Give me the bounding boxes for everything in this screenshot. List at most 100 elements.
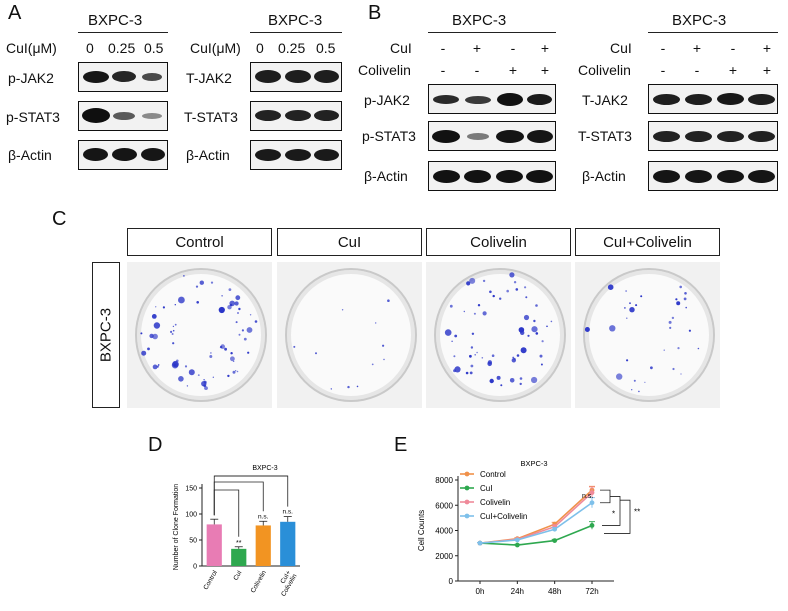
colony <box>685 306 687 309</box>
c-dish-panel-0 <box>127 262 272 408</box>
colony <box>509 378 515 383</box>
colony <box>356 385 359 388</box>
colony <box>235 370 237 372</box>
e-annotation-single: * <box>612 510 615 519</box>
d-x-tick-label: CuI <box>232 569 243 581</box>
c-column-header-3: CuI+Colivelin <box>575 228 720 256</box>
b-left-sign-0-1: + <box>472 40 482 56</box>
colony <box>171 333 174 335</box>
colony <box>341 309 344 311</box>
colony <box>481 357 484 359</box>
a-right-blot-tstat3 <box>250 101 342 131</box>
colony <box>515 288 519 291</box>
colony <box>449 304 453 308</box>
colony <box>227 374 230 378</box>
a-right-dose-2: 0.5 <box>316 40 336 56</box>
a-right-dose-0: 0 <box>256 40 264 56</box>
colony <box>671 316 675 320</box>
b-left-blot-pjak2 <box>428 84 556 114</box>
d-y-axis-label: Number of Clone Formation <box>173 484 180 570</box>
colony <box>210 281 214 284</box>
d-x-tick-label: Control <box>202 569 219 591</box>
colony <box>489 290 492 294</box>
d-annotation-ns-2: n.s. <box>283 509 294 516</box>
colony <box>675 298 678 301</box>
e-legend-label: Control <box>480 470 506 479</box>
b-right-sign-1-2: + <box>728 62 738 78</box>
colony <box>607 284 614 290</box>
a-right-blot-tjak2 <box>250 62 342 92</box>
e-legend-label: Colivelin <box>480 498 510 507</box>
d-annotation-ns-1: n.s. <box>258 513 269 520</box>
panel-a-letter: A <box>8 2 22 24</box>
b-right-blot-tjak2 <box>648 84 778 114</box>
colony <box>669 326 672 329</box>
colony <box>227 305 232 310</box>
e-y-tick-label: 8000 <box>435 476 453 485</box>
colony <box>199 280 204 285</box>
colony <box>157 364 160 366</box>
e-point <box>514 542 520 548</box>
colony <box>186 385 189 387</box>
a-left-blot-pstat3 <box>78 101 168 131</box>
colony <box>500 384 503 387</box>
colony <box>525 296 528 299</box>
a-left-blot-actin <box>78 140 168 170</box>
colony <box>629 302 631 305</box>
colony <box>518 327 525 333</box>
e-point <box>477 540 483 546</box>
colony <box>509 272 515 278</box>
b-right-sign-0-0: - <box>660 40 666 56</box>
colony <box>531 376 538 384</box>
colony <box>489 378 494 384</box>
colony <box>293 345 296 348</box>
e-x-tick-label: 24h <box>511 587 524 596</box>
colony <box>235 321 238 324</box>
colony <box>382 344 385 347</box>
colony <box>140 332 143 335</box>
e-annotation-ns: n.s. <box>582 493 593 500</box>
c-dish-panel-3 <box>575 262 720 408</box>
colony <box>482 279 486 283</box>
colony <box>162 306 165 309</box>
colony <box>141 350 147 356</box>
colony <box>232 370 236 374</box>
colony <box>531 326 538 333</box>
colony <box>203 384 207 387</box>
e-legend-marker <box>464 499 470 505</box>
colony <box>204 386 208 390</box>
colony <box>633 379 636 382</box>
colony <box>469 277 476 284</box>
colony <box>209 355 213 358</box>
e-y-tick-label: 2000 <box>435 552 453 561</box>
b-right-row-2: β-Actin <box>582 168 626 184</box>
colony <box>470 364 474 368</box>
colony <box>178 376 184 382</box>
colony <box>454 334 458 338</box>
c-colonies-1 <box>293 299 390 390</box>
colony <box>238 307 241 311</box>
colony <box>609 325 616 332</box>
b-left-treat-0: CuI <box>390 40 412 56</box>
colony <box>463 310 465 313</box>
colony <box>230 352 233 355</box>
colony <box>224 347 227 351</box>
e-series-line <box>479 502 593 544</box>
colony <box>492 294 495 298</box>
colony <box>183 275 185 277</box>
a-right-row-1: T-STAT3 <box>184 109 238 125</box>
e-series-line <box>479 524 593 546</box>
panel-c-letter: C <box>52 208 67 230</box>
a-right-row-0: T-JAK2 <box>186 70 232 86</box>
colony <box>539 354 543 358</box>
colony <box>616 373 623 380</box>
a-left-row-1: p-STAT3 <box>6 109 60 125</box>
colony <box>212 376 214 378</box>
b-left-sign-1-2: + <box>508 62 518 78</box>
e-bracket-single <box>602 496 621 526</box>
colony <box>246 327 253 333</box>
b-right-row-1: T-STAT3 <box>578 128 632 144</box>
b-right-sign-1-0: - <box>660 62 666 78</box>
colony <box>254 320 258 323</box>
colony <box>453 355 456 358</box>
